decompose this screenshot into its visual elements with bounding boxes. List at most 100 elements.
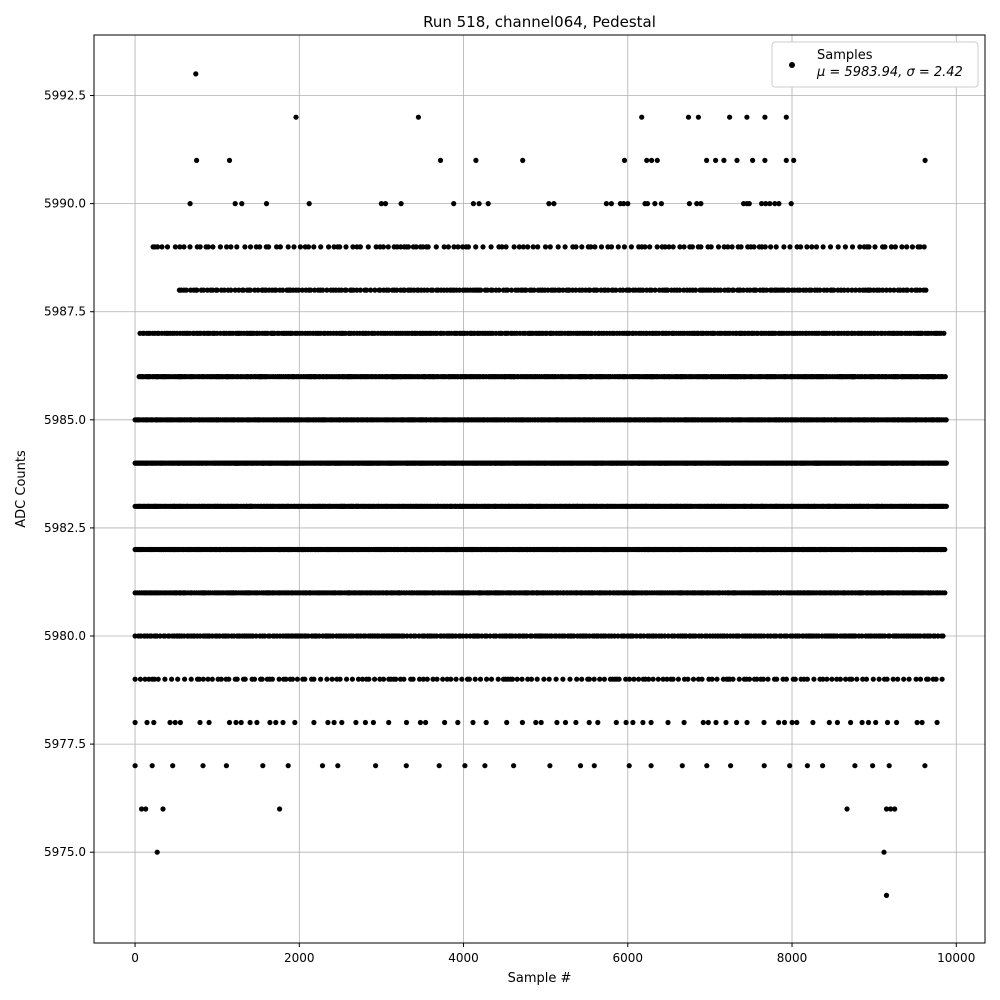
data-point: [943, 503, 950, 509]
data-point: [798, 244, 804, 250]
data-point: [354, 287, 360, 293]
data-point: [425, 244, 431, 250]
data-point: [378, 201, 384, 207]
data-point: [887, 287, 893, 293]
data-point: [239, 201, 245, 207]
data-point: [772, 201, 778, 207]
data-point: [727, 114, 733, 120]
data-point: [787, 244, 793, 250]
data-point: [849, 244, 856, 250]
data-point: [253, 633, 259, 639]
data-point: [480, 244, 486, 250]
data-point: [883, 892, 890, 899]
data-point: [942, 590, 948, 596]
data-point: [441, 244, 447, 250]
data-point: [433, 244, 439, 250]
data-point: [484, 633, 490, 639]
data-point: [542, 244, 549, 250]
data-point: [331, 244, 337, 250]
data-point: [382, 201, 389, 207]
data-point: [377, 287, 383, 293]
data-point: [730, 287, 737, 293]
data-point: [255, 287, 261, 293]
data-point: [654, 244, 660, 250]
data-point: [398, 201, 404, 207]
data-point: [721, 157, 727, 163]
data-point: [917, 244, 923, 250]
data-point: [681, 244, 687, 250]
data-point: [547, 244, 553, 250]
data-point: [247, 287, 253, 293]
data-point: [652, 201, 658, 207]
data-point: [280, 287, 286, 293]
data-point: [305, 244, 312, 250]
data-points: [132, 71, 950, 899]
data-point: [488, 244, 494, 250]
data-point: [909, 287, 915, 293]
data-point: [881, 849, 887, 855]
data-point: [750, 157, 756, 163]
data-point: [573, 287, 579, 293]
data-point: [685, 114, 692, 120]
data-point: [824, 287, 830, 293]
data-point: [154, 849, 160, 855]
data-point: [473, 157, 479, 163]
data-point: [473, 244, 479, 250]
data-point: [621, 244, 628, 250]
data-point: [922, 157, 928, 163]
data-point: [357, 244, 363, 250]
data-point: [736, 633, 742, 639]
data-point: [232, 201, 238, 207]
data-point: [942, 374, 948, 380]
data-point: [424, 287, 430, 293]
data-point: [493, 633, 499, 639]
data-point: [197, 244, 203, 250]
data-point: [394, 287, 400, 293]
data-point: [463, 633, 469, 639]
data-point: [892, 806, 898, 812]
data-point: [455, 244, 461, 250]
data-point: [247, 244, 254, 250]
data-point: [465, 244, 471, 250]
data-point: [318, 244, 324, 250]
data-point: [445, 244, 451, 250]
data-point: [715, 244, 722, 250]
data-point: [159, 244, 165, 250]
data-point: [520, 244, 527, 250]
data-point: [413, 244, 419, 250]
data-point: [883, 287, 890, 293]
data-point: [721, 244, 727, 250]
data-point: [330, 633, 336, 639]
data-point: [753, 287, 759, 293]
data-point: [592, 244, 598, 250]
data-point: [817, 287, 823, 293]
data-point: [844, 806, 850, 812]
data-point: [588, 244, 594, 250]
data-point: [415, 114, 421, 120]
data-point: [338, 287, 344, 293]
data-point: [401, 287, 408, 293]
data-point: [791, 157, 797, 163]
data-point: [904, 287, 911, 293]
data-point: [942, 546, 948, 553]
data-point: [904, 244, 910, 250]
data-point: [857, 244, 863, 250]
data-point: [692, 633, 699, 639]
data-point: [613, 287, 619, 293]
data-point: [299, 287, 305, 293]
data-point: [221, 287, 227, 293]
data-point: [503, 244, 509, 250]
data-point: [746, 201, 752, 207]
data-point: [201, 287, 207, 293]
data-point: [883, 806, 890, 812]
data-point: [892, 244, 899, 250]
data-point: [813, 244, 820, 250]
data-point: [485, 201, 491, 207]
data-point: [573, 244, 579, 250]
data-point: [640, 287, 646, 293]
data-point: [762, 244, 768, 250]
data-point: [224, 244, 230, 250]
data-point: [306, 201, 312, 207]
data-point: [365, 244, 371, 250]
data-point: [698, 244, 704, 250]
